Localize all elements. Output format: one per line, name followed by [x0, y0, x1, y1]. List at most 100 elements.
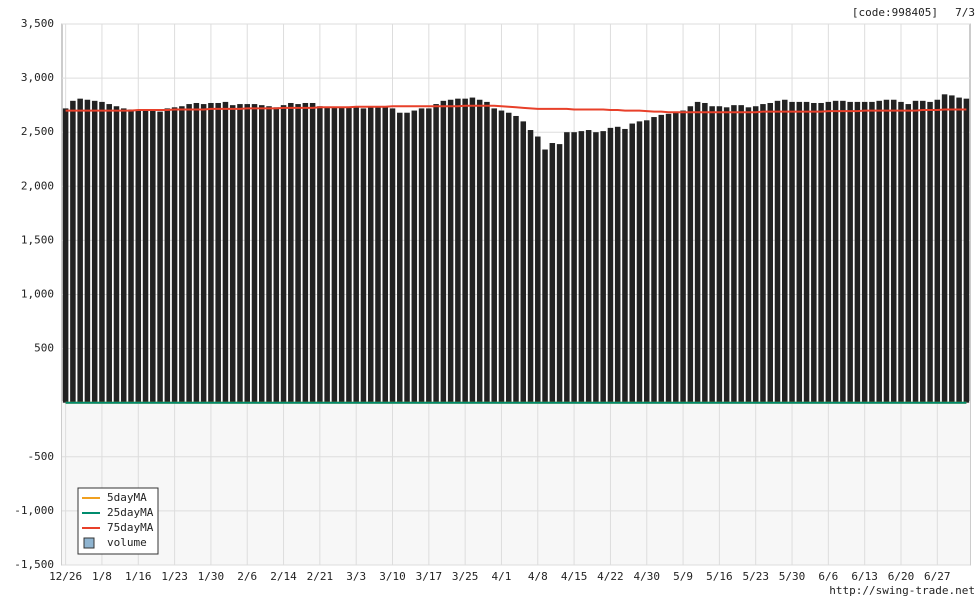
bar: [295, 104, 301, 403]
code-label: [code:998405]: [852, 6, 938, 19]
bar: [564, 132, 570, 403]
x-tick-label: 6/20: [888, 570, 915, 583]
bar: [62, 108, 69, 403]
bar: [360, 108, 367, 403]
bar: [237, 104, 243, 403]
bar: [91, 100, 98, 403]
legend-swatch: [83, 537, 95, 549]
bar: [484, 101, 490, 403]
bar: [106, 104, 112, 403]
bar: [956, 97, 962, 403]
bar: [818, 102, 824, 403]
bar: [643, 120, 650, 403]
bar: [578, 131, 585, 403]
bar: [890, 99, 897, 403]
bar: [912, 100, 919, 403]
x-tick-label: 1/23: [161, 570, 188, 583]
bar: [847, 101, 853, 403]
bar: [150, 110, 156, 403]
bar: [382, 107, 389, 403]
bar: [556, 144, 563, 403]
bar: [549, 143, 556, 403]
bar: [600, 131, 606, 403]
y-tick-label: 3,000: [21, 71, 54, 84]
bar: [426, 108, 432, 403]
y-tick-label: -500: [28, 450, 55, 463]
bar: [832, 100, 839, 403]
y-tick-label: 1,500: [21, 233, 54, 246]
x-tick-label: 5/30: [779, 570, 806, 583]
bar: [433, 104, 439, 403]
bar: [883, 99, 890, 403]
bar: [941, 94, 948, 403]
bar: [745, 107, 752, 403]
bar: [84, 99, 91, 403]
bar: [840, 100, 846, 403]
bar: [135, 109, 142, 403]
bar: [70, 100, 76, 403]
bar: [636, 121, 643, 403]
bar: [505, 112, 512, 403]
bar: [258, 105, 265, 403]
bar: [963, 98, 970, 403]
bar: [200, 104, 207, 403]
bar: [629, 123, 635, 403]
bar: [208, 102, 214, 403]
bar: [513, 115, 519, 403]
bar: [782, 99, 788, 403]
legend: 5dayMA 25dayMA 75dayMA volume: [77, 487, 159, 555]
bar: [215, 102, 221, 403]
bar: [789, 101, 795, 403]
y-tick-label: 2,000: [21, 179, 54, 192]
x-tick-label: 3/25: [452, 570, 479, 583]
bar: [760, 104, 766, 403]
bar: [113, 106, 120, 403]
bar: [193, 102, 200, 403]
bar: [687, 106, 694, 403]
legend-label: volume: [107, 536, 147, 549]
bar: [346, 107, 352, 403]
bar: [593, 132, 599, 403]
x-tick-label: 4/30: [634, 570, 661, 583]
bar: [927, 101, 933, 403]
bar: [302, 102, 309, 403]
bar: [774, 100, 781, 403]
y-tick-label: -1,000: [14, 504, 54, 517]
bar: [876, 100, 882, 403]
bar: [397, 112, 403, 403]
x-tick-label: 6/6: [818, 570, 838, 583]
bar: [280, 105, 287, 403]
bar: [694, 101, 701, 403]
bar: [476, 99, 483, 403]
x-tick-label: 1/8: [92, 570, 112, 583]
bar: [898, 101, 904, 403]
y-tick-label: 1,000: [21, 288, 54, 301]
bar: [934, 99, 941, 403]
bar: [353, 107, 359, 403]
bar: [266, 106, 272, 403]
bar: [309, 102, 316, 403]
bar: [520, 121, 527, 403]
bar: [179, 106, 185, 403]
bar: [418, 108, 425, 403]
bar: [244, 104, 250, 403]
bar: [128, 109, 134, 403]
bar: [367, 107, 374, 403]
bar: [825, 101, 832, 403]
bar: [331, 107, 338, 403]
bar: [920, 100, 926, 403]
bar: [854, 101, 861, 403]
bar: [658, 114, 665, 403]
y-tick-label: 2,500: [21, 125, 54, 138]
x-tick-label: 2/6: [237, 570, 257, 583]
ma-line: [65, 104, 967, 114]
x-tick-label: 4/1: [492, 570, 512, 583]
x-tick-label: 4/22: [597, 570, 624, 583]
x-tick-label: 5/9: [673, 570, 693, 583]
bar: [288, 102, 294, 403]
bar: [614, 126, 621, 403]
bar: [222, 101, 229, 403]
footer: http://swing-trade.net: [829, 584, 975, 597]
negative-band: [62, 401, 970, 565]
x-tick-label: 5/16: [706, 570, 733, 583]
